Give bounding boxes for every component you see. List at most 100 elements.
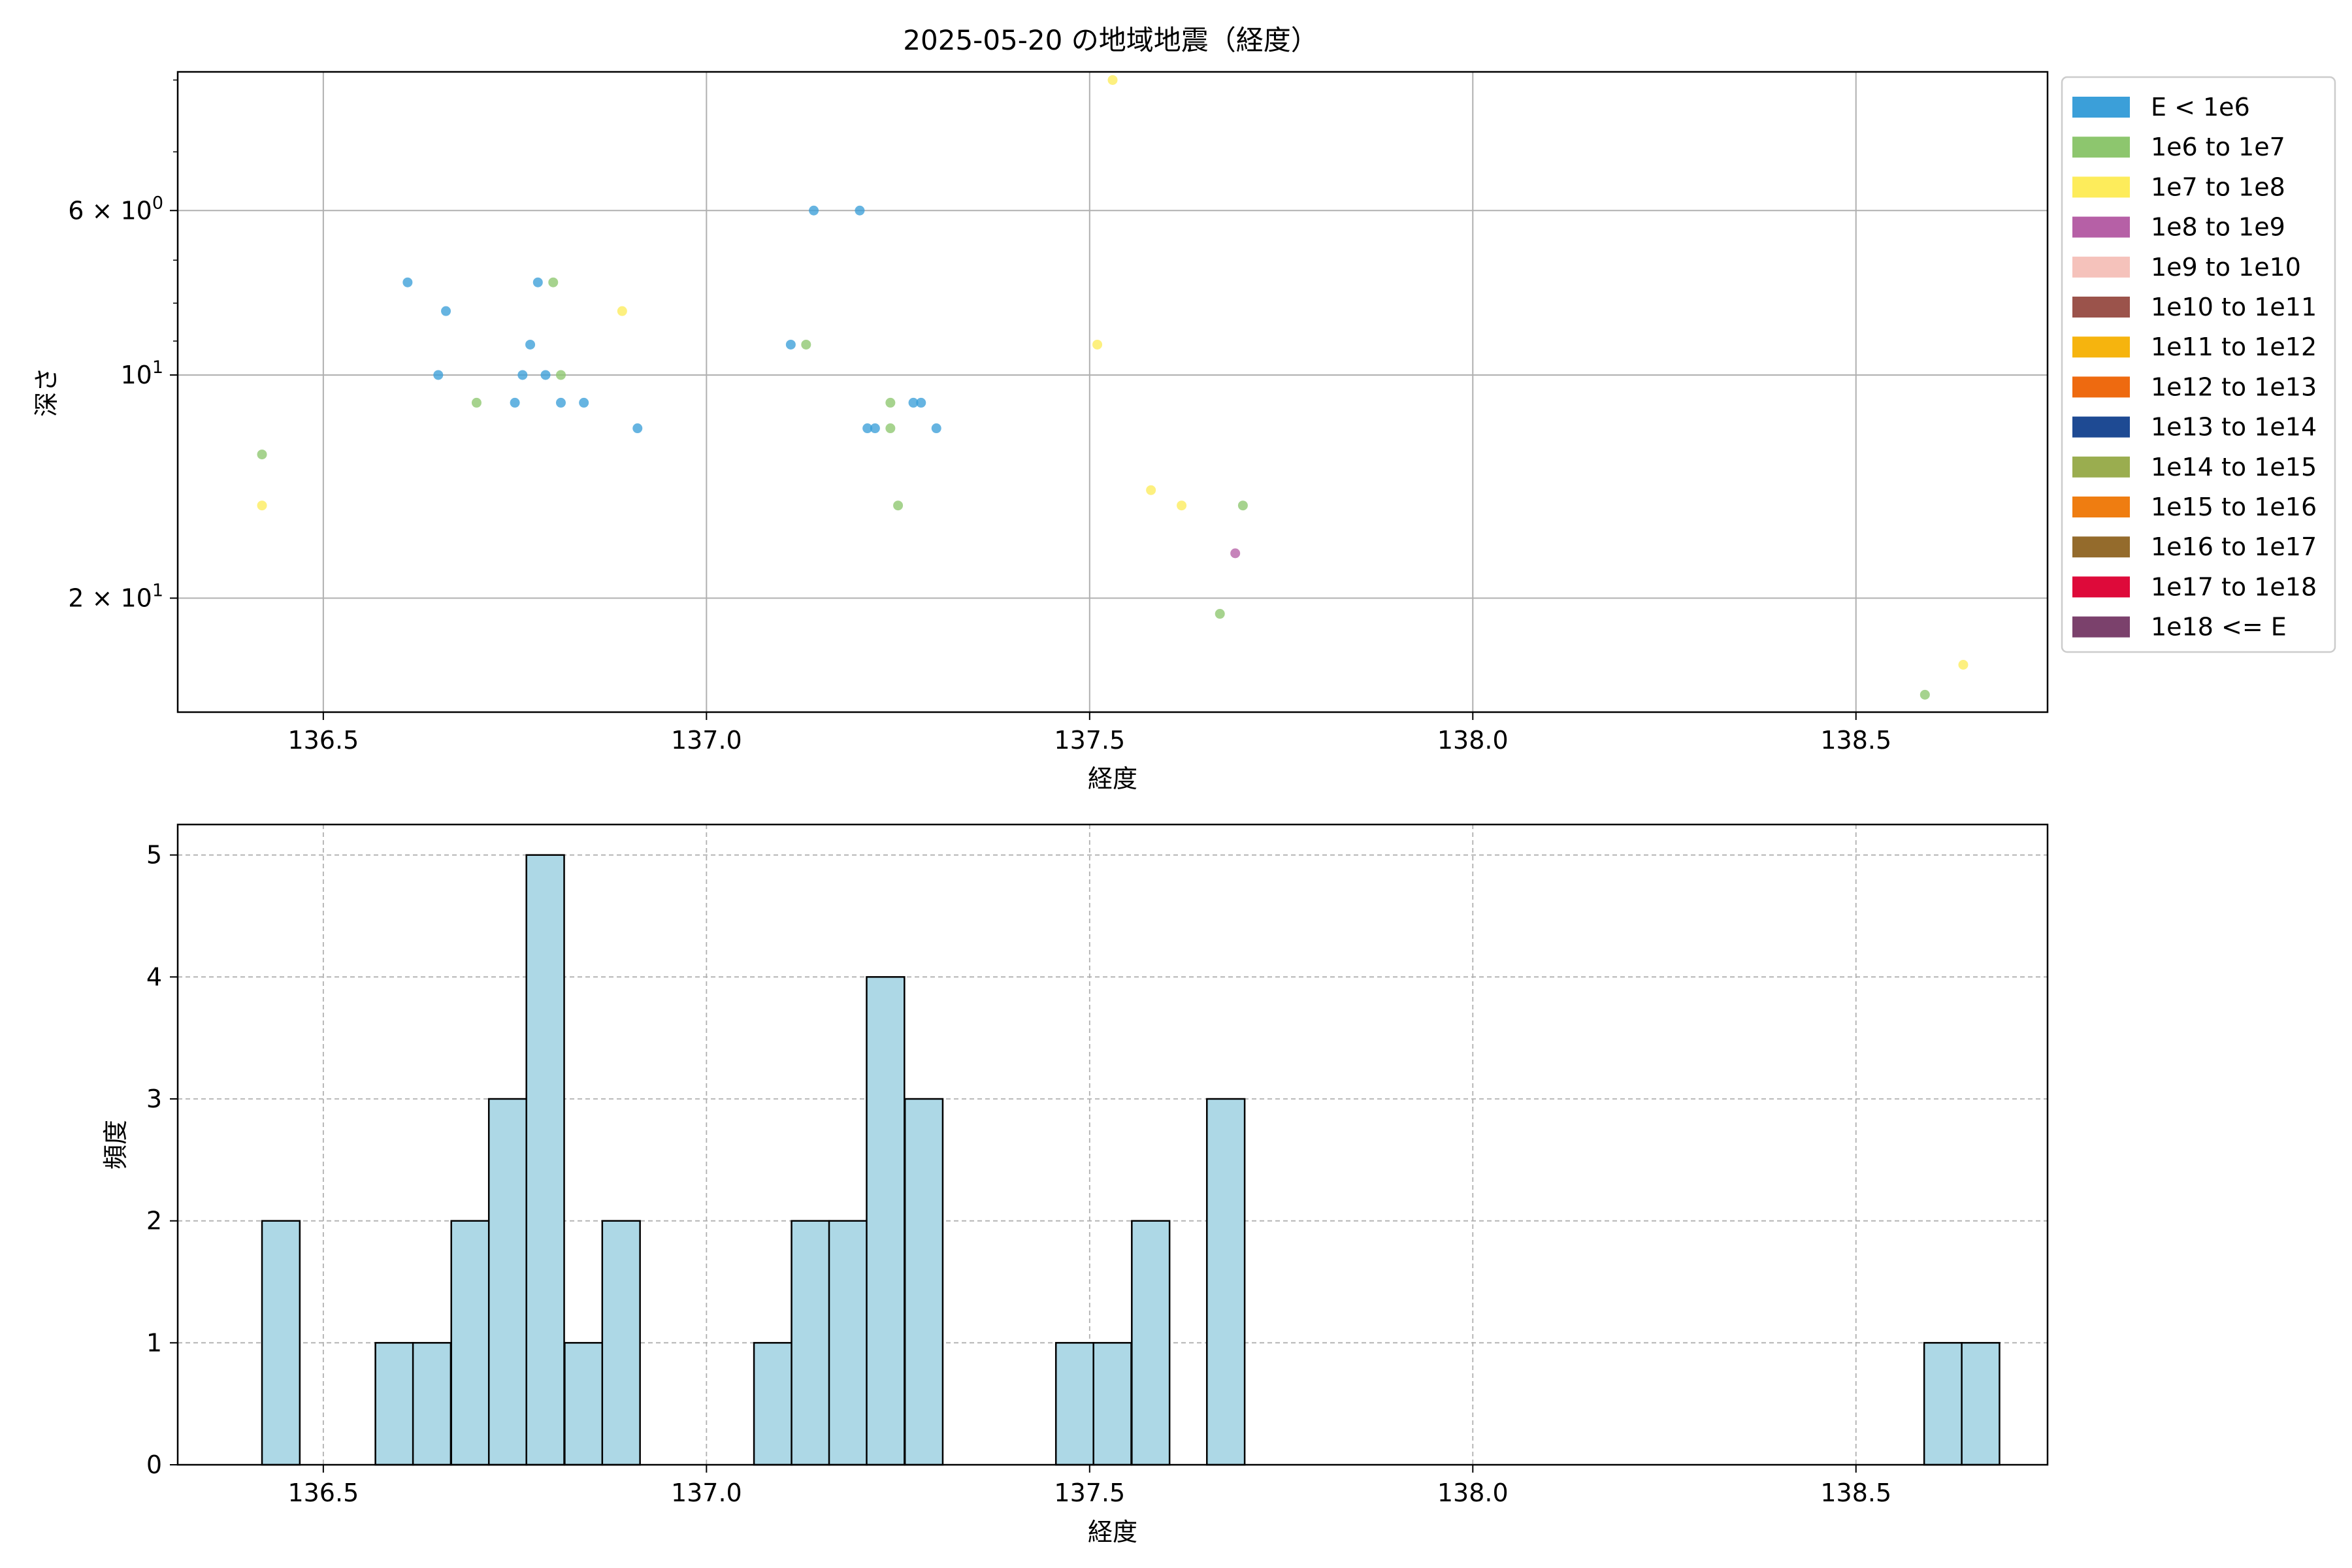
histogram-bar <box>1131 1220 1171 1466</box>
scatter-grid <box>178 72 2048 712</box>
histogram-bar <box>1923 1342 1963 1466</box>
histogram-y-tick-label: 4 <box>146 962 162 991</box>
histogram-x-tick-label: 138.5 <box>1820 1478 1891 1507</box>
data-point <box>525 339 536 350</box>
histogram-y-tick-label: 2 <box>146 1207 162 1235</box>
legend-swatch <box>2072 137 2130 158</box>
legend-swatch <box>2072 97 2130 118</box>
legend-label: 1e15 to 1e16 <box>2151 493 2317 521</box>
histogram-bar <box>1961 1342 2001 1466</box>
histogram-x-tick-label: 137.5 <box>1054 1478 1125 1507</box>
data-point <box>257 449 267 460</box>
data-point <box>885 423 896 434</box>
data-point <box>1237 500 1248 511</box>
histogram-bar <box>1054 1342 1095 1466</box>
data-point <box>555 370 566 380</box>
legend-label: 1e8 to 1e9 <box>2151 213 2285 242</box>
scatter-chart: 2025-05-20 の地域地震（経度） 136.5 137.0 137.5 138.… <box>32 24 2336 793</box>
data-point <box>870 423 880 434</box>
legend-label: 1e7 to 1e8 <box>2151 172 2285 201</box>
legend-label: 1e18 <= E <box>2151 613 2287 642</box>
scatter-plot-frame <box>176 71 2049 713</box>
legend-swatch <box>2072 416 2130 438</box>
scatter-x-tick-label: 137.0 <box>671 726 742 755</box>
legend-swatch <box>2072 576 2130 598</box>
legend-swatch <box>2072 616 2130 638</box>
legend-swatch <box>2072 376 2130 398</box>
histogram-bar <box>866 976 906 1466</box>
legend-swatch <box>2072 456 2130 478</box>
data-point <box>893 500 904 511</box>
histogram-bar <box>564 1342 604 1466</box>
histogram-plot-frame <box>176 823 2049 1466</box>
histogram-chart: 136.5 137.0 137.5 138.0 138.5 0 1 2 3 4 5 経度 頻度 <box>101 823 2049 1546</box>
legend-label: 1e11 to 1e12 <box>2151 333 2317 361</box>
scatter-y-ticks: 6 × 100 101 2 × 101 <box>68 79 178 612</box>
data-point <box>862 423 873 434</box>
data-point <box>916 397 926 408</box>
histogram-y-ticks: 0 1 2 3 4 5 <box>146 841 178 1479</box>
scatter-x-ticks: 136.5 137.0 137.5 138.0 138.5 <box>287 712 1891 755</box>
data-point <box>617 306 627 316</box>
scatter-x-tick-label: 138.5 <box>1820 726 1891 755</box>
legend-label: 1e6 to 1e7 <box>2151 133 2285 161</box>
legend-swatch <box>2072 256 2130 278</box>
scatter-y-tick-label: 6 × 100 <box>68 193 163 225</box>
legend-label: 1e12 to 1e13 <box>2151 372 2317 401</box>
histogram-bar <box>828 1220 868 1466</box>
data-point <box>540 370 551 380</box>
histogram-x-tick-label: 137.0 <box>671 1478 742 1507</box>
data-point <box>548 277 559 287</box>
data-point <box>257 500 267 511</box>
legend-label: 1e9 to 1e10 <box>2151 253 2301 282</box>
data-point <box>1230 548 1241 559</box>
scatter-title: 2025-05-20 の地域地震（経度） <box>903 24 1318 56</box>
histogram-bar <box>753 1342 793 1466</box>
legend-label: 1e13 to 1e14 <box>2151 413 2317 442</box>
data-point <box>402 277 413 287</box>
data-point <box>908 397 919 408</box>
data-point <box>510 397 520 408</box>
legend-label: 1e14 to 1e15 <box>2151 453 2317 482</box>
legend-swatch <box>2072 297 2130 318</box>
histogram-bar <box>1092 1342 1132 1466</box>
scatter-x-tick-label: 137.5 <box>1054 726 1125 755</box>
data-point <box>555 397 566 408</box>
scatter-x-tick-label: 138.0 <box>1437 726 1509 755</box>
data-point <box>809 205 819 216</box>
scatter-x-axis-label: 経度 <box>1088 764 1137 793</box>
histogram-x-tick-label: 138.0 <box>1437 1478 1509 1507</box>
data-point <box>885 397 896 408</box>
histogram-bar <box>412 1342 452 1466</box>
data-point <box>532 277 543 287</box>
histogram-x-axis-label: 経度 <box>1088 1518 1137 1546</box>
data-point <box>471 397 482 408</box>
data-point <box>1177 500 1187 511</box>
data-point <box>855 205 865 216</box>
histogram-bar <box>525 854 565 1466</box>
legend-swatch <box>2072 176 2130 198</box>
legend-swatch <box>2072 536 2130 558</box>
histogram-y-tick-label: 5 <box>146 841 162 870</box>
scatter-y-tick-label: 101 <box>120 357 163 389</box>
histogram-bar <box>450 1220 490 1466</box>
histogram-bar <box>261 1220 301 1466</box>
data-point <box>441 306 451 316</box>
scatter-y-axis-label: 深さ <box>32 367 61 417</box>
data-point <box>517 370 528 380</box>
scatter-legend: E < 1e6 1e6 to 1e7 1e7 to 1e8 1e8 to 1e9 1e9… <box>2061 76 2336 653</box>
data-point <box>785 339 796 350</box>
data-point <box>931 423 941 434</box>
histogram-x-ticks: 136.5 137.0 137.5 138.0 138.5 <box>287 1465 1891 1507</box>
data-point <box>1919 689 1930 700</box>
data-point <box>1958 659 1968 670</box>
histogram-y-tick-label: 0 <box>146 1450 162 1479</box>
scatter-y-tick-label: 2 × 101 <box>68 580 163 612</box>
histogram-bar <box>791 1220 830 1466</box>
data-point <box>1146 485 1156 495</box>
scatter-points <box>257 74 1968 700</box>
data-point <box>579 397 589 408</box>
legend-frame <box>2061 76 2336 653</box>
legend-label: 1e16 to 1e17 <box>2151 532 2317 561</box>
